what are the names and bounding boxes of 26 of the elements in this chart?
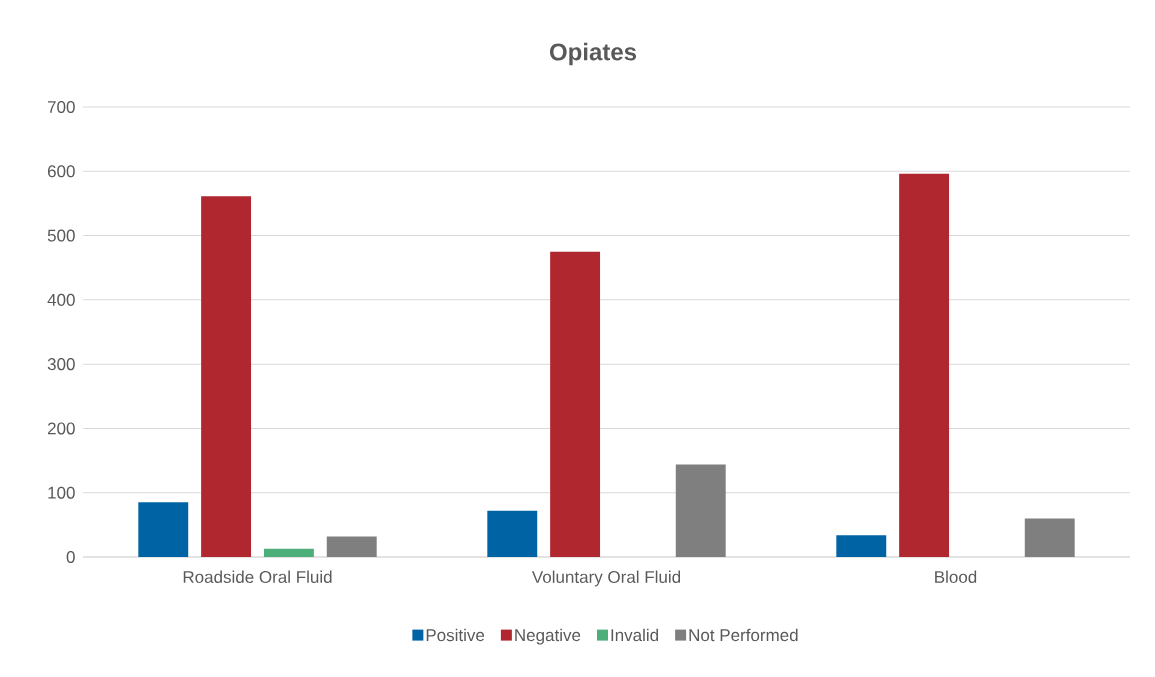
bar	[138, 502, 189, 557]
bar	[836, 535, 887, 557]
y-tick-label: 700	[47, 100, 75, 114]
chart-title: Opiates	[549, 42, 637, 66]
bar	[201, 196, 252, 557]
y-tick-label: 500	[47, 229, 75, 242]
x-tick-label: Blood	[935, 570, 977, 584]
bar	[675, 464, 726, 557]
x-tick-label: Roadside Oral Fluid	[183, 570, 332, 584]
legend-label: Not Performed	[689, 628, 798, 642]
y-tick-label: 0	[66, 550, 75, 564]
bar	[899, 173, 950, 557]
y-tick-label: 200	[47, 422, 75, 435]
bar	[1024, 518, 1075, 557]
y-tick-label: 300	[47, 358, 75, 371]
y-tick-label: 400	[47, 293, 75, 306]
bar	[326, 536, 377, 557]
legend-label: Negative	[515, 628, 581, 645]
x-tick-label: Voluntary Oral Fluid	[531, 570, 681, 587]
bar	[550, 251, 601, 557]
legend-label: Invalid	[611, 628, 659, 642]
bar	[263, 548, 314, 557]
y-tick-label: 100	[48, 486, 75, 499]
y-tick-label: 600	[47, 165, 75, 178]
legend-label: Positive	[426, 628, 485, 642]
bar	[487, 510, 538, 557]
